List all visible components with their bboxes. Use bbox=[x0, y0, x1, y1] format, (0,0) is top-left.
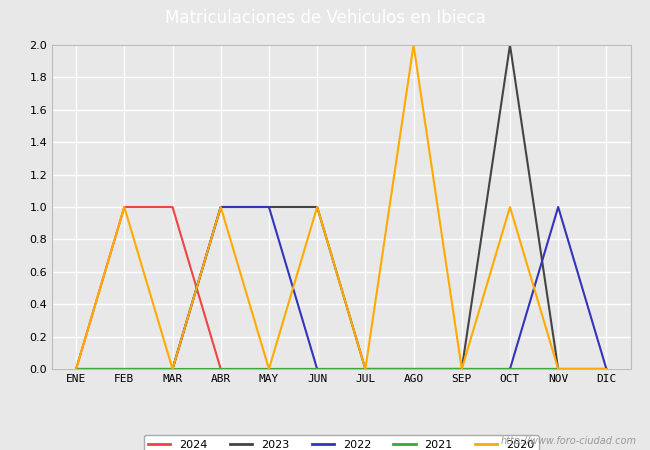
2021 bbox=[313, 366, 321, 372]
2020 bbox=[265, 366, 273, 372]
2022 bbox=[603, 366, 610, 372]
2023 bbox=[120, 366, 128, 372]
2022 bbox=[72, 366, 80, 372]
2022 bbox=[168, 366, 176, 372]
2020 bbox=[554, 366, 562, 372]
2023 bbox=[168, 366, 176, 372]
2023 bbox=[217, 204, 225, 210]
2022 bbox=[120, 366, 128, 372]
2020 bbox=[217, 204, 225, 210]
2023 bbox=[506, 42, 514, 48]
2020 bbox=[168, 366, 176, 372]
2024 bbox=[313, 366, 321, 372]
2024 bbox=[506, 366, 514, 372]
2020 bbox=[506, 204, 514, 210]
2020 bbox=[410, 42, 417, 48]
2021 bbox=[72, 366, 80, 372]
Line: 2020: 2020 bbox=[76, 45, 606, 369]
2021 bbox=[506, 366, 514, 372]
2024 bbox=[217, 366, 225, 372]
2024 bbox=[603, 366, 610, 372]
2021 bbox=[410, 366, 417, 372]
2022 bbox=[361, 366, 369, 372]
Text: Matriculaciones de Vehiculos en Ibieca: Matriculaciones de Vehiculos en Ibieca bbox=[164, 9, 486, 27]
2024 bbox=[554, 366, 562, 372]
2024 bbox=[72, 366, 80, 372]
2022 bbox=[217, 204, 225, 210]
Text: http://www.foro-ciudad.com: http://www.foro-ciudad.com bbox=[501, 436, 637, 446]
2024 bbox=[458, 366, 465, 372]
2024 bbox=[265, 366, 273, 372]
2023 bbox=[554, 366, 562, 372]
2023 bbox=[458, 366, 465, 372]
2020 bbox=[72, 366, 80, 372]
2022 bbox=[313, 366, 321, 372]
2021 bbox=[120, 366, 128, 372]
2022 bbox=[554, 204, 562, 210]
2021 bbox=[603, 366, 610, 372]
2022 bbox=[506, 366, 514, 372]
2021 bbox=[458, 366, 465, 372]
2021 bbox=[168, 366, 176, 372]
Line: 2022: 2022 bbox=[76, 207, 606, 369]
2020 bbox=[458, 366, 465, 372]
2022 bbox=[410, 366, 417, 372]
2021 bbox=[361, 366, 369, 372]
2023 bbox=[72, 366, 80, 372]
2022 bbox=[458, 366, 465, 372]
2024 bbox=[361, 366, 369, 372]
2023 bbox=[603, 366, 610, 372]
Legend: 2024, 2023, 2022, 2021, 2020: 2024, 2023, 2022, 2021, 2020 bbox=[144, 435, 539, 450]
2020 bbox=[313, 204, 321, 210]
2020 bbox=[120, 204, 128, 210]
2020 bbox=[603, 366, 610, 372]
2024 bbox=[120, 204, 128, 210]
2023 bbox=[410, 366, 417, 372]
2024 bbox=[410, 366, 417, 372]
2022 bbox=[265, 204, 273, 210]
2020 bbox=[361, 366, 369, 372]
2021 bbox=[265, 366, 273, 372]
2024 bbox=[168, 204, 176, 210]
2021 bbox=[217, 366, 225, 372]
Line: 2023: 2023 bbox=[76, 45, 606, 369]
2023 bbox=[313, 204, 321, 210]
2023 bbox=[361, 366, 369, 372]
2021 bbox=[554, 366, 562, 372]
2023 bbox=[265, 204, 273, 210]
Line: 2024: 2024 bbox=[76, 207, 606, 369]
